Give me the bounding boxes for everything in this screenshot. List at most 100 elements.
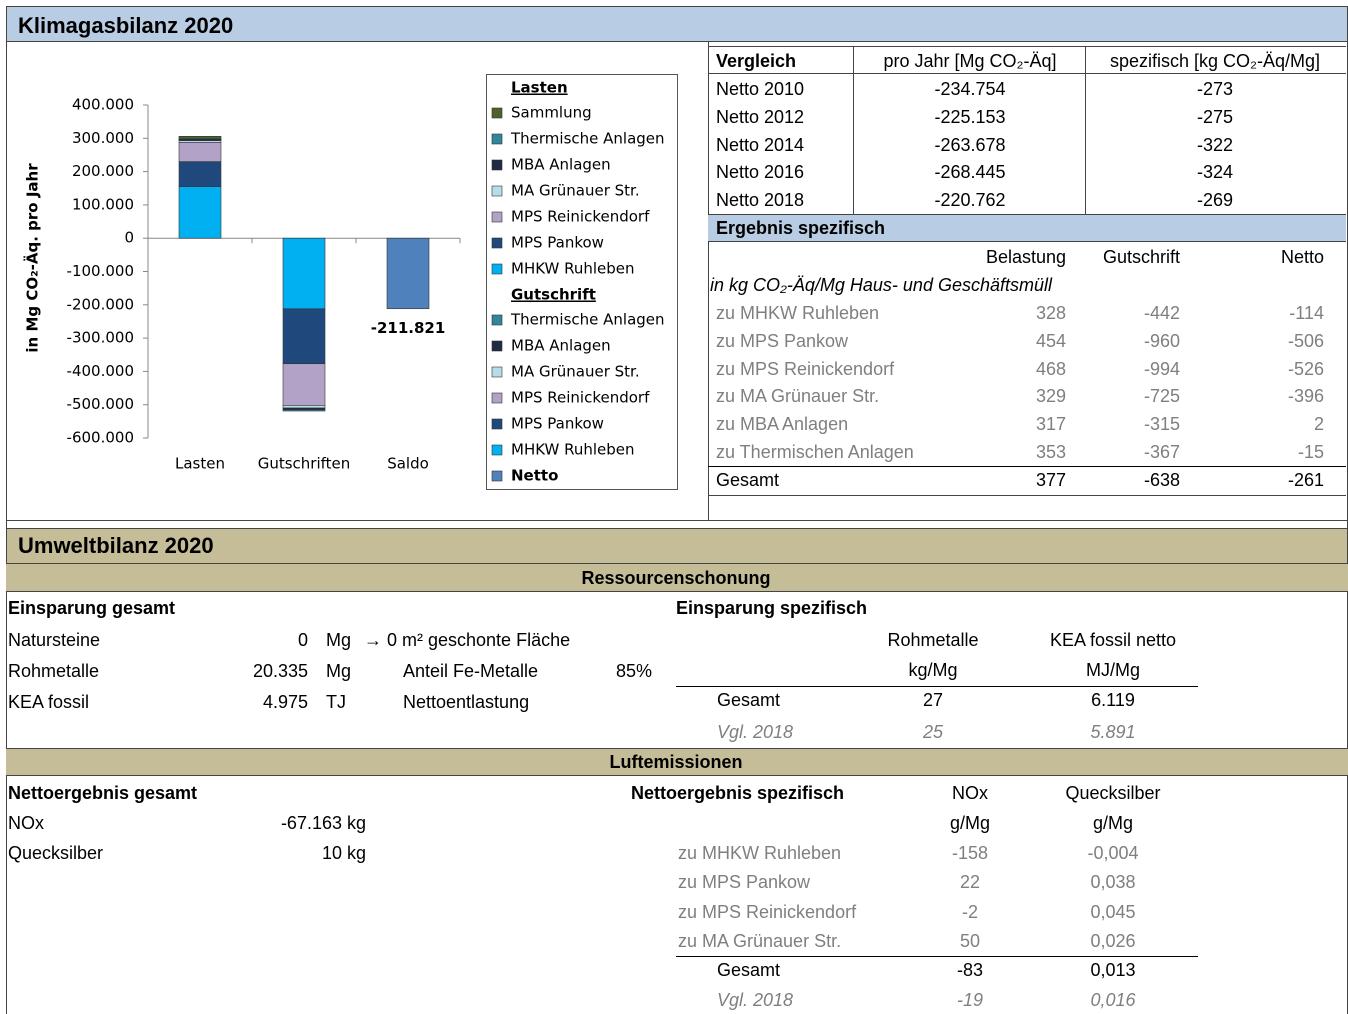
table-header-top	[708, 46, 1346, 47]
heading: Nettoergebnis gesamt	[8, 783, 198, 803]
legend-heading: Gutschrift	[511, 286, 596, 304]
section-title: Ergebnis spezifisch	[716, 218, 886, 238]
luft-band	[6, 748, 1348, 776]
cell: zu MPS Pankow	[716, 330, 849, 351]
cell: Nettoentlastung	[403, 692, 530, 712]
legend-swatch	[491, 107, 503, 119]
y-tick-label: 100.000	[72, 195, 134, 213]
cell: Mg	[326, 661, 352, 681]
cell: Netto 2018	[716, 190, 805, 211]
cell: Netto 2016	[716, 162, 805, 183]
cell: 20.335	[252, 661, 308, 681]
cell: -273	[1196, 79, 1234, 99]
legend-entry: Thermische Anlagen	[510, 311, 665, 329]
cell: 317	[1035, 414, 1066, 435]
legend-entry: Sammlung	[511, 104, 592, 122]
column-header: Rohmetalle	[887, 630, 979, 650]
legend-swatch	[491, 392, 503, 404]
legend-entry: MPS Reinickendorf	[511, 389, 650, 407]
title: Klimagasbilanz 2020	[18, 13, 234, 38]
cell: -396	[1287, 386, 1324, 407]
title-bar	[6, 6, 1348, 42]
unit: kg/Mg	[908, 660, 958, 680]
col-line	[853, 46, 854, 214]
legend-entry: Thermische Anlagen	[510, 130, 665, 148]
y-tick-label: -600.000	[67, 429, 134, 447]
cell: -19	[956, 990, 984, 1010]
legend-swatch	[491, 340, 503, 352]
legend-entry: MHKW Ruhleben	[511, 260, 635, 278]
divider	[708, 42, 709, 520]
cell: NOx	[8, 813, 44, 833]
cell: 454	[1035, 330, 1066, 351]
y-tick-label: 200.000	[72, 162, 134, 180]
total-line	[708, 466, 1346, 467]
legend-entry: MPS Reinickendorf	[511, 208, 650, 226]
column-header: Netto	[1280, 247, 1324, 267]
cell: Rohmetalle	[8, 661, 100, 681]
column-header: Belastung	[985, 247, 1066, 267]
cell: 329	[1035, 386, 1066, 407]
bar-segment	[386, 237, 430, 310]
cell: -960	[1143, 330, 1180, 351]
legend-heading: Lasten	[511, 79, 568, 97]
col-line	[1085, 46, 1086, 214]
cell: zu MPS Reinickendorf	[716, 358, 895, 379]
cell: -367	[1143, 442, 1180, 462]
cell: -324	[1196, 162, 1234, 183]
cell: -2	[961, 901, 979, 922]
total-line	[676, 686, 1198, 687]
unit: g/Mg	[949, 813, 991, 833]
column-header: Vergleich	[716, 51, 797, 71]
cell: Netto 2010	[716, 79, 805, 99]
bar-segment	[178, 186, 222, 239]
cell: zu MA Grünauer Str.	[678, 930, 842, 951]
y-tick-label: 400.000	[72, 96, 134, 114]
total-line	[676, 956, 1198, 957]
legend-entry: Netto	[511, 467, 558, 485]
y-tick-label: -400.000	[67, 362, 134, 380]
table-header-bottom	[708, 73, 1346, 74]
column-header: pro Jahr [Mg CO₂-Äq]	[883, 51, 1057, 71]
legend-entry: MHKW Ruhleben	[511, 441, 635, 459]
column-header: KEA fossil netto	[1049, 630, 1177, 650]
cell: -83	[956, 960, 984, 980]
cell: 0,026	[1090, 930, 1136, 951]
legend-swatch	[491, 366, 503, 378]
total-cell: -638	[1143, 470, 1180, 490]
unit: g/Mg	[1092, 813, 1134, 833]
unit: in kg CO₂-Äq/Mg Haus- und Geschäftsmüll	[710, 275, 1052, 295]
cell: -994	[1143, 358, 1180, 379]
heading: Nettoergebnis spezifisch	[631, 783, 845, 803]
cell: Vgl. 2018	[717, 722, 794, 742]
cell: -67.163	[280, 813, 342, 833]
heading: Einsparung gesamt	[8, 598, 176, 618]
cell: Anteil Fe-Metalle	[403, 661, 539, 681]
cell: → 0 m² geschonte Fläche	[364, 630, 571, 650]
cell: TJ	[326, 692, 346, 712]
cell: 468	[1035, 358, 1066, 379]
bar-segment	[282, 308, 326, 365]
legend-swatch	[491, 470, 503, 482]
y-tick-label: -200.000	[67, 295, 134, 313]
cell: -268.445	[934, 162, 1006, 183]
total-line	[708, 495, 1346, 496]
band-title: Ressourcenschonung	[581, 568, 771, 588]
cell: Netto 2014	[716, 134, 805, 155]
bar-segment	[282, 363, 326, 406]
y-tick-label: -300.000	[67, 329, 134, 347]
y-axis-label: in Mg CO₂-Äq. pro Jahr	[23, 163, 42, 353]
cell: 10	[321, 843, 342, 863]
bar-segment	[282, 409, 326, 412]
total-cell: Gesamt	[716, 470, 780, 490]
cell: zu Thermischen Anlagen	[716, 442, 914, 462]
legend-swatch	[491, 185, 503, 197]
legend-swatch	[491, 211, 503, 223]
bar-segment	[178, 136, 222, 139]
cell: 50	[959, 930, 981, 951]
cell: -15	[1297, 442, 1324, 462]
cell: Mg	[326, 630, 352, 650]
cell: 22	[959, 872, 981, 893]
bar-segment	[282, 237, 326, 310]
cell: -0,004	[1087, 843, 1139, 863]
